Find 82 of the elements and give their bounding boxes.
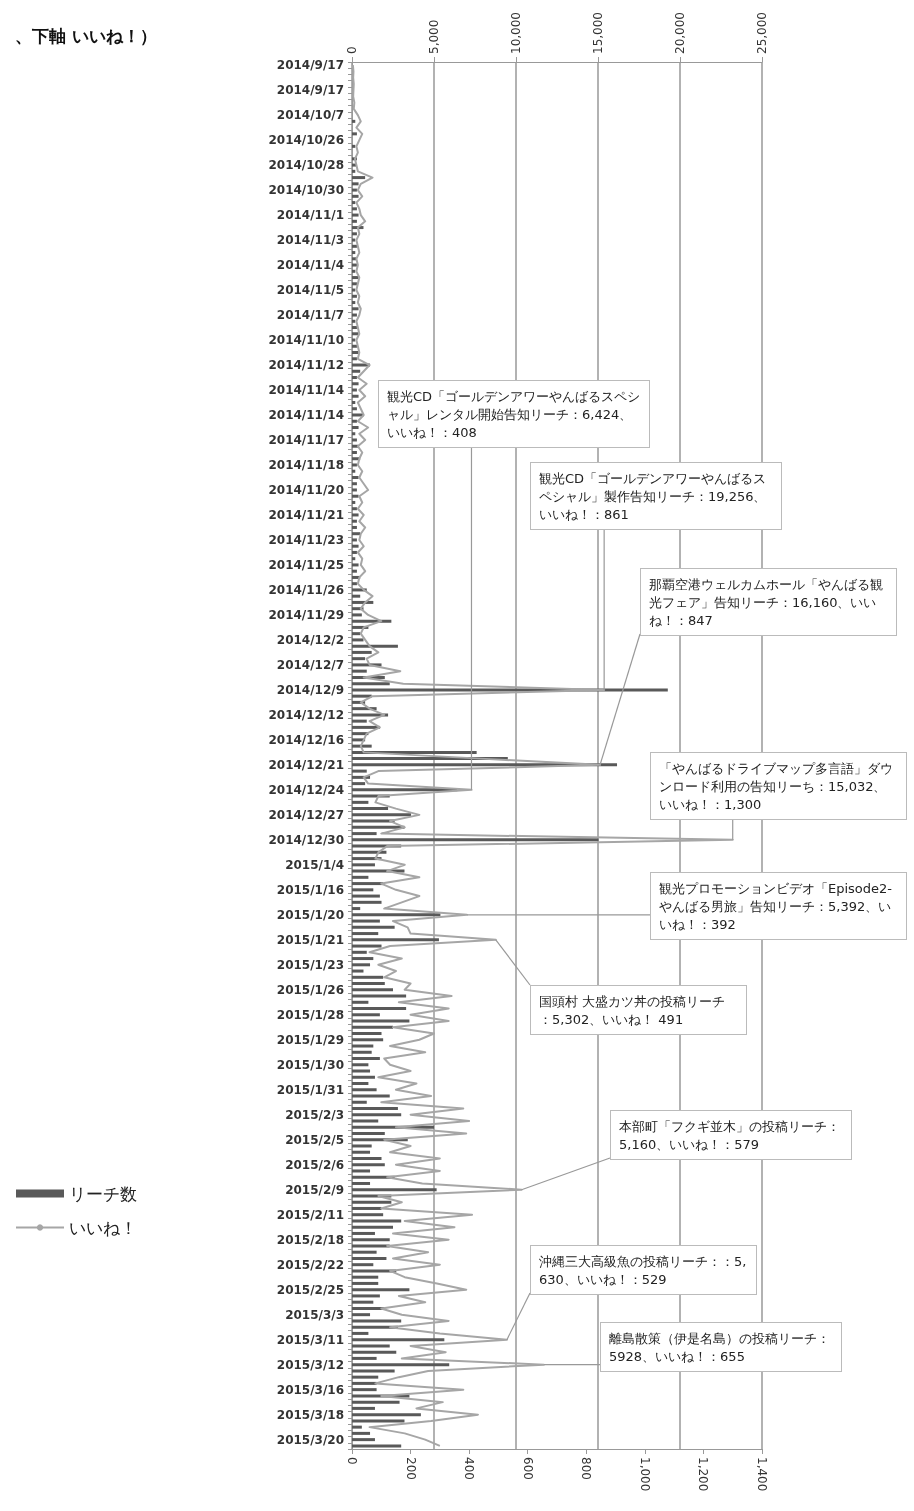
x-tick-label: 400	[462, 1457, 477, 1480]
y-tick-label: 2014/11/14	[268, 408, 344, 422]
y-tick-label: 2014/11/10	[268, 333, 344, 348]
y-tick-label: 2015/2/11	[276, 1207, 344, 1222]
y-tick-label: 2015/1/23	[276, 957, 344, 972]
annotation: 本部町「フクギ並木」の投稿リーチ：5,160、いいね！：579	[619, 1118, 840, 1152]
y-tick-label: 2015/3/16	[276, 1382, 344, 1397]
legend-label: リーチ数	[69, 1183, 137, 1204]
y-tick-label: 2015/2/9	[285, 1182, 344, 1197]
y-tick-label: 2015/1/26	[276, 982, 344, 997]
y-tick-label: 2015/3/11	[276, 1332, 344, 1347]
y-tick-label: 2014/12/21	[268, 757, 344, 772]
y-tick-label: 2014/9/17	[276, 83, 344, 98]
annotation: 国頭村 大盛カツ丼の投稿リーチ：5,302、いいね！ 491	[539, 993, 726, 1027]
y-tick-label: 2015/2/3	[285, 1107, 344, 1122]
y-tick-label: 2014/10/28	[268, 158, 344, 173]
y-tick-label: 2015/1/28	[276, 1007, 344, 1022]
y-tick-label: 2014/11/12	[268, 358, 344, 373]
y-tick-label: 2015/1/16	[276, 882, 344, 897]
annotation: 離島散策（伊是名島）の投稿リーチ：5928、いいね！：655	[609, 1330, 830, 1364]
x2-tick-label: 10,000	[509, 12, 523, 54]
y-tick-label: 2014/12/27	[268, 807, 344, 822]
y-tick-label: 2014/12/7	[276, 657, 344, 672]
y-tick-label: 2015/3/20	[276, 1432, 344, 1447]
y-tick-label: 2014/10/30	[268, 183, 344, 198]
y-tick-label: 2015/2/6	[285, 1157, 344, 1172]
y-tick-label: 2014/11/20	[268, 482, 344, 497]
x-tick-label: 1,400	[755, 1457, 769, 1492]
y-tick-label: 2014/11/26	[268, 582, 344, 597]
x2-tick-label: 20,000	[673, 12, 687, 54]
y-tick-label: 2014/12/16	[268, 732, 344, 747]
x-tick-label: 800	[579, 1457, 594, 1480]
y-tick-label: 2014/12/12	[268, 707, 344, 722]
x2-tick-label: 25,000	[755, 12, 769, 54]
y-tick-label: 2014/11/25	[268, 557, 344, 572]
y-tick-label: 2015/1/20	[276, 907, 344, 922]
y-tick-label: 2014/11/23	[268, 532, 344, 547]
y-tick-label: 2014/11/14	[268, 383, 344, 398]
y-tick-label: 2014/11/29	[268, 607, 344, 622]
y-tick-label: 2015/3/3	[285, 1307, 344, 1322]
y-tick-label: 2014/12/24	[268, 782, 344, 797]
annotation: 「やんばるドライブマップ多言語」ダウンロード利用の告知リーち：15,032、いいね！：1,300	[659, 760, 893, 812]
y-tick-label: 2014/10/7	[276, 108, 344, 123]
y-tick-label: 2014/11/1	[276, 208, 344, 223]
y-tick-label: 2014/12/9	[276, 682, 344, 697]
annotation: 那覇空港ウェルカムホール「やんばる観光フェア」告知リーチ：16,160、いいね！：847	[649, 576, 883, 628]
y-tick-label: 2015/2/18	[276, 1232, 344, 1247]
y-tick-label: 2015/1/21	[276, 932, 344, 947]
x-tick-label: 200	[403, 1457, 418, 1480]
legend-label: いいね！	[69, 1217, 137, 1238]
y-tick-label: 2015/3/18	[276, 1407, 344, 1422]
x2-tick-label: 5,000	[427, 19, 441, 54]
y-tick-label: 2015/1/29	[276, 1032, 344, 1047]
y-tick-label: 2015/2/5	[285, 1132, 344, 1147]
y-tick-label: 2014/12/2	[276, 632, 344, 647]
annotation: 観光CD「ゴールデンアワーやんばるスペシャル」製作告知リーチ：19,256、いいね！：861	[539, 470, 767, 522]
x-tick-label: 0	[345, 1457, 359, 1465]
y-tick-label: 2015/1/4	[285, 857, 344, 872]
y-tick-label: 2014/11/4	[276, 258, 344, 273]
text: 、下軸 いいね！）	[15, 25, 157, 46]
x2-tick-label: 0	[345, 46, 359, 54]
x-tick-label: 600	[520, 1457, 535, 1480]
y-tick-label: 2014/11/5	[276, 283, 344, 298]
x2-tick-label: 15,000	[591, 12, 605, 54]
y-tick-label: 2014/11/7	[276, 308, 344, 323]
y-tick-label: 2014/10/26	[268, 133, 344, 148]
annotation: 観光CD「ゴールデンアワーやんばるスペシャル」レンタル開始告知リーチ：6,424、いいね！：408	[387, 388, 641, 440]
y-tick-label: 2015/1/30	[276, 1057, 344, 1072]
y-tick-label: 2015/2/22	[276, 1257, 344, 1272]
y-tick-label: 2014/11/3	[276, 233, 344, 248]
y-tick-label: 2015/1/31	[276, 1082, 344, 1097]
y-tick-label: 2014/11/18	[268, 457, 344, 472]
y-tick-label: 2014/11/21	[268, 507, 344, 522]
y-tick-label: 2015/2/25	[276, 1282, 344, 1297]
y-tick-label: 2014/12/30	[268, 832, 344, 847]
y-tick-label: 2014/11/17	[268, 432, 344, 447]
y-tick-label: 2015/3/12	[276, 1357, 344, 1372]
y-tick-label: 2014/9/17	[276, 58, 344, 73]
x-tick-label: 1,000	[637, 1457, 652, 1492]
annotation: 観光プロモーションビデオ「Episode2-やんばる男旅」告知リーチ：5,392、いいね！：392	[659, 880, 893, 932]
annotation: 沖縄三大高級魚の投稿リーチ：：5,630、いいね！：529	[539, 1253, 747, 1287]
x-tick-label: 1,200	[696, 1457, 711, 1492]
